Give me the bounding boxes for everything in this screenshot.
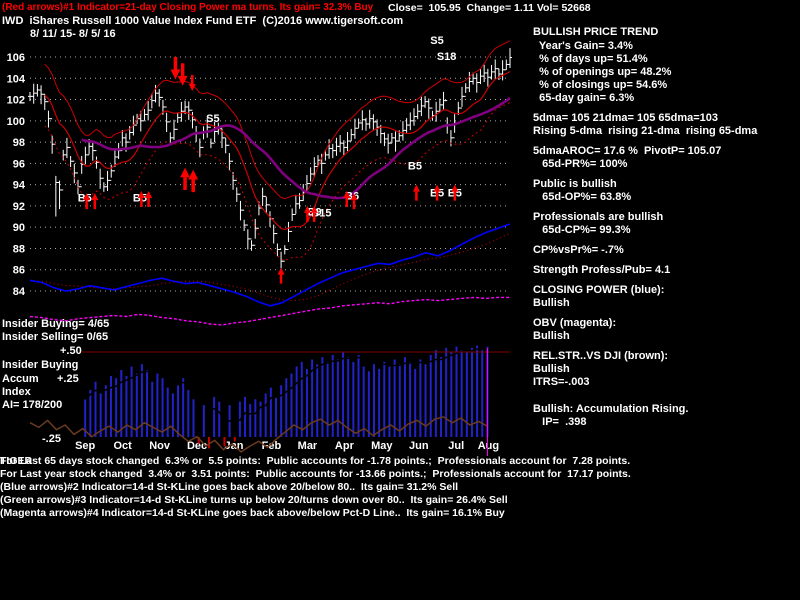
accum-index-title-2: Accum: [2, 373, 39, 385]
dma-trends: Rising 5-dma rising 21-dma rising 65-dma: [533, 125, 758, 137]
quote-close-change-vol: Close= 105.95 Change= 1.11 Vol= 52668: [388, 2, 591, 14]
relstr-label: REL.STR..VS DJI (brown):: [533, 350, 669, 362]
svg-text:102: 102: [7, 95, 25, 107]
svg-text:96: 96: [13, 158, 25, 170]
itrs-value: ITRS=-.003: [533, 376, 590, 388]
svg-text:98: 98: [13, 137, 25, 149]
svg-text:100: 100: [7, 116, 25, 128]
signal4-magenta-arrows: (Magenta arrows)#4 Indicator=14-d St-KLi…: [0, 507, 505, 519]
svg-text:88: 88: [13, 243, 25, 255]
insider-buying-count: Insider Buying= 4/65: [2, 318, 110, 330]
ip-value: IP= .398: [533, 416, 587, 428]
bullish-price-trend: BULLISH PRICE TREND: [533, 26, 659, 38]
svg-text:84: 84: [13, 286, 26, 298]
svg-text:90: 90: [13, 222, 25, 234]
svg-text:86: 86: [13, 265, 25, 277]
svg-text:Dec: Dec: [187, 440, 207, 452]
professional-sentiment: Professionals are bullish: [533, 211, 664, 223]
svg-text:S18: S18: [437, 51, 457, 63]
accum-index-title-1: Insider Buying: [2, 359, 79, 371]
svg-text:Apr: Apr: [335, 440, 355, 452]
accum-index-title-3: Index: [2, 386, 31, 398]
dma-aroc-pivot: 5dmaAROC= 17.6 % PivotP= 105.07: [533, 145, 722, 157]
dma-values: 5dma= 105 21dma= 105 65dma=103: [533, 112, 718, 124]
public-sentiment: Public is bullish: [533, 178, 617, 190]
signal2-blue-arrows: (Blue arrows)#2 Indicator=14-d St-KLine …: [0, 481, 459, 493]
scale-plus25-label: +.25: [57, 373, 79, 385]
svg-text:Feb: Feb: [262, 440, 282, 452]
relstr-status: Bullish: [533, 363, 570, 375]
ai-value: AI= 178/200: [2, 399, 63, 411]
cp-65d: 65d-CP%= 99.3%: [533, 224, 631, 236]
stats-year-line: For Last year stock changed 3.4% or 3.51…: [0, 468, 631, 480]
svg-text:Oct: Oct: [113, 440, 132, 452]
signal3-green-arrows: (Green arrows)#3 Indicator=14-d St-KLine…: [0, 494, 508, 506]
svg-text:S5: S5: [206, 113, 219, 125]
sixtyfive-day-gain: 65-day gain= 6.3%: [533, 92, 635, 104]
years-gain: Year's Gain= 3.4%: [533, 40, 633, 52]
insider-selling-count: Insider Selling= 0/65: [2, 331, 109, 343]
pct-days-up: % of days up= 51.4%: [533, 53, 648, 65]
tiger-watermark: TIGER: [0, 455, 33, 467]
stats-65day-line: For Last 65 days stock changed 6.3% or 5…: [0, 455, 631, 467]
obv-status: Bullish: [533, 330, 570, 342]
svg-text:106: 106: [7, 52, 25, 64]
pct-openings-up: % of openings up= 48.2%: [533, 66, 672, 78]
stats-panel: BULLISH PRICE TREND Year's Gain= 3.4% % …: [533, 0, 799, 440]
svg-text:May: May: [371, 440, 393, 452]
svg-text:Mar: Mar: [298, 440, 318, 452]
svg-text:92: 92: [13, 201, 25, 213]
strength-ratio: Strength Profess/Pub= 4.1: [533, 264, 671, 276]
pr-65d: 65d-PR%= 100%: [533, 158, 628, 170]
closing-power-status: Bullish: [533, 297, 570, 309]
svg-text:104: 104: [7, 73, 26, 85]
op-65d: 65d-OP%= 63.8%: [533, 191, 632, 203]
pct-closings-up: % of closings up= 54.6%: [533, 79, 668, 91]
signal1-red-arrows-text: (Red arrows)#1 Indicator=21-day Closing …: [2, 2, 374, 13]
cp-vs-pr: CP%vsPr%= -.7%: [533, 244, 624, 256]
date-range: 8/ 11/ 15- 8/ 5/ 16: [30, 28, 116, 40]
scale-plus50-label: +.50: [60, 345, 82, 357]
svg-text:94: 94: [13, 180, 26, 192]
closing-power-label: CLOSING POWER (blue):: [533, 284, 665, 296]
svg-text:Sep: Sep: [75, 440, 95, 452]
scale-minus25-label: -.25: [42, 433, 61, 445]
svg-text:Aug: Aug: [478, 440, 499, 452]
svg-text:Nov: Nov: [149, 440, 171, 452]
obv-label: OBV (magenta):: [533, 317, 617, 329]
accumulation-status: Bullish: Accumulation Rising.: [533, 403, 689, 415]
svg-text:S5: S5: [430, 35, 443, 47]
svg-text:B5: B5: [408, 161, 422, 173]
svg-text:Jul: Jul: [448, 440, 464, 452]
chart-title: IWD iShares Russell 1000 Value Index Fun…: [2, 15, 404, 27]
svg-text:Jun: Jun: [409, 440, 429, 452]
